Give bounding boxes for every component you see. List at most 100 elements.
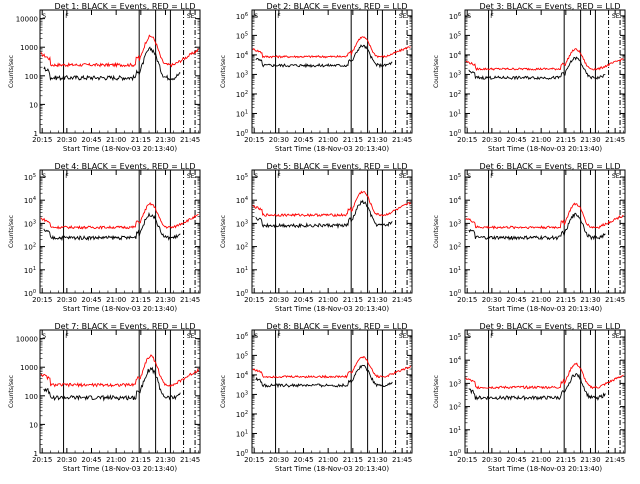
y-axis-label: Counts/sec bbox=[433, 215, 440, 248]
x-tick-label: 21:15 bbox=[131, 456, 151, 464]
plot-frame bbox=[464, 169, 626, 294]
panel-title: Det 3: BLACK = Events, RED = LLD bbox=[480, 2, 621, 11]
x-tick-label: 21:45 bbox=[180, 136, 200, 144]
panel-det-9: Det 9: BLACK = Events, RED = LLD 100 101 10… bbox=[433, 322, 626, 473]
series-events-line bbox=[468, 212, 606, 241]
marker-label: S bbox=[254, 173, 258, 180]
panel-title: Det 6: BLACK = Events, RED = LLD bbox=[480, 162, 621, 171]
y-tick-label: 1000 bbox=[20, 364, 38, 372]
x-tick-label: 21:45 bbox=[180, 296, 200, 304]
y-axis-label: Counts/sec bbox=[433, 55, 440, 88]
x-tick-label: 21:30 bbox=[155, 456, 175, 464]
marker-label: SE bbox=[399, 333, 407, 340]
x-axis-label: Start Time (18-Nov-03 20:13:40) bbox=[275, 145, 389, 153]
x-tick-label: 20:30 bbox=[482, 296, 502, 304]
x-tick-label: 21:45 bbox=[605, 136, 625, 144]
y-tick-label: 105 bbox=[449, 173, 461, 182]
y-tick-label: 102 bbox=[24, 243, 36, 252]
x-tick-label: 21:30 bbox=[155, 296, 175, 304]
series-lld-line bbox=[252, 36, 411, 59]
plot-frame bbox=[39, 329, 201, 454]
y-tick-label: 103 bbox=[236, 390, 248, 399]
y-axis-label: Counts/sec bbox=[220, 375, 227, 408]
y-tick-label: 1 bbox=[34, 130, 38, 138]
y-tick-label: 102 bbox=[236, 410, 248, 419]
y-tick-label: 105 bbox=[236, 173, 248, 182]
marker-label: S bbox=[42, 13, 46, 20]
marker-label: S bbox=[254, 13, 258, 20]
panel-title: Det 1: BLACK = Events, RED = LLD bbox=[55, 2, 196, 11]
x-tick-label: 21:45 bbox=[392, 456, 412, 464]
series-events-line bbox=[255, 364, 393, 389]
panel-title: Det 5: BLACK = Events, RED = LLD bbox=[267, 162, 408, 171]
marker-label: SE bbox=[399, 13, 407, 20]
y-tick-label: 103 bbox=[449, 70, 461, 79]
y-tick-label: 103 bbox=[449, 219, 461, 228]
y-tick-label: 101 bbox=[449, 426, 461, 435]
plot-frame bbox=[39, 169, 201, 294]
marker-label: F bbox=[277, 333, 281, 340]
y-axis-label: Counts/sec bbox=[8, 375, 15, 408]
y-tick-label: 100 bbox=[236, 129, 248, 138]
y-tick-label: 1 bbox=[34, 450, 38, 458]
x-tick-label: 21:30 bbox=[367, 296, 387, 304]
y-axis-label: Counts/sec bbox=[220, 215, 227, 248]
x-tick-label: 21:15 bbox=[131, 136, 151, 144]
x-tick-label: 21:00 bbox=[106, 136, 126, 144]
panel-title: Det 9: BLACK = Events, RED = LLD bbox=[480, 322, 621, 331]
x-axis-label: Start Time (18-Nov-03 20:13:40) bbox=[275, 465, 389, 473]
y-tick-label: 100 bbox=[449, 289, 461, 298]
y-tick-label: 103 bbox=[236, 219, 248, 228]
series-events-line bbox=[255, 44, 393, 69]
x-tick-label: 21:45 bbox=[605, 456, 625, 464]
marker-label: F bbox=[65, 13, 69, 20]
x-tick-label: 20:45 bbox=[81, 456, 101, 464]
x-axis-label: Start Time (18-Nov-03 20:13:40) bbox=[275, 305, 389, 313]
x-tick-label: 21:00 bbox=[106, 296, 126, 304]
x-tick-label: 20:30 bbox=[269, 456, 289, 464]
y-tick-label: 106 bbox=[236, 12, 248, 21]
series-lld-line bbox=[40, 202, 199, 230]
x-axis-label: Start Time (18-Nov-03 20:13:40) bbox=[63, 465, 177, 473]
panel-det-2: Det 2: BLACK = Events, RED = LLD 100 101 10… bbox=[220, 2, 413, 153]
y-tick-label: 103 bbox=[236, 70, 248, 79]
x-tick-label: 21:15 bbox=[556, 456, 576, 464]
x-tick-label: 21:45 bbox=[605, 296, 625, 304]
x-tick-label: 21:15 bbox=[343, 456, 363, 464]
y-axis-label: Counts/sec bbox=[8, 215, 15, 248]
panel-title: Det 8: BLACK = Events, RED = LLD bbox=[267, 322, 408, 331]
x-tick-label: 20:15 bbox=[32, 456, 52, 464]
y-tick-label: 105 bbox=[24, 173, 36, 182]
series-events-line bbox=[468, 373, 606, 401]
x-tick-label: 20:15 bbox=[244, 296, 264, 304]
x-tick-label: 21:00 bbox=[531, 456, 551, 464]
y-tick-label: 104 bbox=[236, 196, 248, 205]
y-tick-label: 102 bbox=[449, 243, 461, 252]
x-tick-label: 21:00 bbox=[531, 136, 551, 144]
x-axis-label: Start Time (18-Nov-03 20:13:40) bbox=[63, 305, 177, 313]
x-tick-label: 20:45 bbox=[81, 136, 101, 144]
panel-det-3: Det 3: BLACK = Events, RED = LLD 100 101 10… bbox=[433, 2, 626, 153]
series-lld-line bbox=[252, 190, 411, 218]
x-axis-label: Start Time (18-Nov-03 20:13:40) bbox=[488, 305, 602, 313]
x-tick-label: 21:30 bbox=[580, 456, 600, 464]
x-tick-label: 20:30 bbox=[57, 296, 77, 304]
y-tick-label: 104 bbox=[236, 51, 248, 60]
marker-label: F bbox=[277, 13, 281, 20]
y-axis-label: Counts/sec bbox=[433, 375, 440, 408]
x-tick-label: 21:00 bbox=[318, 456, 338, 464]
x-tick-label: 21:00 bbox=[318, 296, 338, 304]
plot-frame bbox=[39, 9, 201, 134]
y-tick-label: 101 bbox=[236, 266, 248, 275]
x-tick-label: 21:30 bbox=[580, 296, 600, 304]
y-tick-label: 102 bbox=[236, 243, 248, 252]
marker-label: SE bbox=[612, 333, 620, 340]
y-tick-label: 101 bbox=[236, 429, 248, 438]
marker-label: SE bbox=[612, 173, 620, 180]
x-axis-label: Start Time (18-Nov-03 20:13:40) bbox=[63, 145, 177, 153]
y-tick-label: 101 bbox=[24, 266, 36, 275]
marker-label: F bbox=[490, 13, 494, 20]
x-tick-label: 21:15 bbox=[131, 296, 151, 304]
marker-label: S bbox=[42, 173, 46, 180]
